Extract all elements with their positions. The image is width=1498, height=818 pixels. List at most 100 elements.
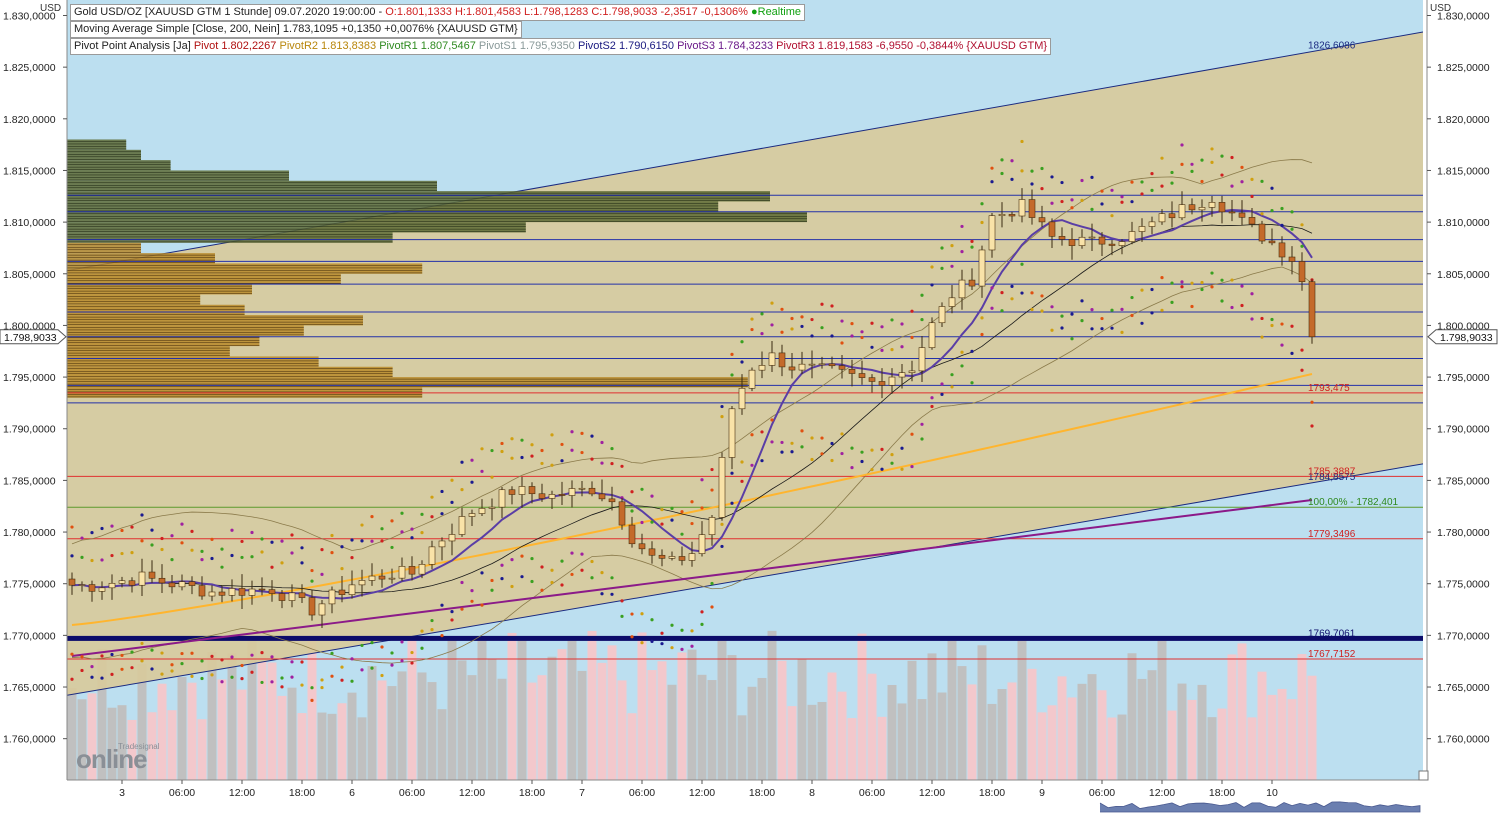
pivot-dot xyxy=(290,551,294,555)
pivot-dot xyxy=(730,471,734,475)
pivot-dot xyxy=(1100,202,1104,206)
pivot-dot xyxy=(180,662,184,666)
pivot-dot xyxy=(1120,330,1124,334)
pivot-dot xyxy=(780,450,784,454)
pivot-dot xyxy=(320,678,324,682)
volume-bar xyxy=(337,703,347,780)
pivot-dot xyxy=(840,341,844,345)
x-tick-label: 12:00 xyxy=(1149,787,1175,799)
candle-body xyxy=(378,575,386,580)
pivot-dot xyxy=(610,446,614,451)
pivot-dot xyxy=(430,515,434,519)
pivot-dot xyxy=(1280,223,1284,227)
candle-body xyxy=(68,578,76,586)
pivot-dot xyxy=(640,612,644,616)
candle-body xyxy=(408,566,416,575)
pivot-dot xyxy=(70,677,74,681)
pivot-dot xyxy=(740,340,744,344)
candle-body xyxy=(488,506,496,509)
volume-bar xyxy=(797,659,807,780)
volume-bar xyxy=(1057,676,1067,780)
pivot-dot xyxy=(500,441,504,446)
pivot-dot xyxy=(880,447,884,451)
volume-bar xyxy=(967,684,977,780)
y-tick-label-left: 1.790,0000 xyxy=(3,424,56,436)
y-tick-label-left: 1.760,0000 xyxy=(3,734,56,746)
pivot-dot xyxy=(1240,284,1244,288)
pivot-dot xyxy=(120,528,124,533)
pivot-dot xyxy=(280,685,284,689)
volume-bar xyxy=(907,660,917,780)
candle-body xyxy=(1138,226,1146,232)
pivot-dot xyxy=(170,558,174,562)
volume-profile-bar xyxy=(67,180,437,192)
volume-bar xyxy=(87,693,97,780)
y-tick-label-right: 1.785,0000 xyxy=(1437,475,1490,487)
candle-body xyxy=(1048,221,1056,237)
legend-sma: Moving Average Simple [Close, 200, Nein]… xyxy=(74,23,518,35)
x-tick-label: 12:00 xyxy=(229,787,255,799)
candle-body xyxy=(1228,211,1236,214)
candle-body xyxy=(688,553,696,561)
pivot-dot xyxy=(110,553,114,558)
pivot-dot xyxy=(800,429,804,433)
x-tick-label: 12:00 xyxy=(689,787,715,799)
pivot-dot xyxy=(120,653,124,658)
pivot-dot xyxy=(370,515,374,519)
volume-bar xyxy=(1257,671,1267,780)
pivot-dot xyxy=(970,381,974,385)
pivot-dot xyxy=(70,525,74,529)
candle-body xyxy=(1298,261,1306,282)
pivot-dot xyxy=(1130,180,1134,184)
volume-bar xyxy=(697,674,707,780)
pivot-dot xyxy=(1040,187,1044,191)
pivot-dot xyxy=(130,550,134,555)
volume-bar xyxy=(1127,653,1137,780)
pivot-dot xyxy=(1080,178,1084,183)
candle-body xyxy=(988,215,996,251)
candle-body xyxy=(898,372,906,378)
volume-bar xyxy=(887,684,897,780)
pivot-dot xyxy=(470,599,474,603)
pivot-dot xyxy=(810,334,814,338)
pivot-dot xyxy=(1250,292,1254,296)
y-tick-label-left: 1.765,0000 xyxy=(3,682,56,694)
volume-bar xyxy=(427,682,437,780)
pivot-dot xyxy=(1310,400,1314,404)
volume-bar xyxy=(607,645,617,780)
volume-bar xyxy=(567,637,577,780)
candle-body xyxy=(278,593,286,601)
pivot-dot xyxy=(580,450,584,455)
legend-s1: PivotS1 1.795,9350 xyxy=(478,40,575,52)
pivot-dot xyxy=(640,641,644,645)
candle-body xyxy=(78,584,86,586)
pivot-dot xyxy=(1290,210,1294,214)
pivot-dot xyxy=(540,565,544,569)
pivot-dot xyxy=(700,622,704,626)
pivot-dot xyxy=(530,556,534,561)
pivot-dot xyxy=(770,440,774,444)
volume-bar xyxy=(1297,654,1307,780)
pivot-dot xyxy=(470,589,474,593)
pivot-dot xyxy=(580,568,584,572)
pivot-dot xyxy=(1060,180,1064,185)
pivot-dot xyxy=(1130,295,1134,300)
sma-mid-line xyxy=(71,224,1313,594)
pivot-dot xyxy=(1150,311,1154,315)
pivot-dot xyxy=(420,646,424,650)
volume-bar xyxy=(557,649,567,780)
pivot-dot xyxy=(1160,156,1164,160)
pivot-dot xyxy=(270,540,274,544)
pivot-dot xyxy=(320,685,324,690)
pivot-dot xyxy=(510,437,514,441)
pivot-dot xyxy=(840,451,844,456)
pivot-dot xyxy=(990,286,994,290)
pivot-dot xyxy=(530,454,534,458)
pivot-dot xyxy=(1020,139,1024,144)
pivot-dot xyxy=(550,433,554,437)
pivot-dot xyxy=(1210,285,1214,289)
pivot-dot xyxy=(1140,321,1144,325)
pivot-dot xyxy=(990,306,994,310)
legend-s2: PivotS2 1.790,6150 xyxy=(577,40,675,52)
